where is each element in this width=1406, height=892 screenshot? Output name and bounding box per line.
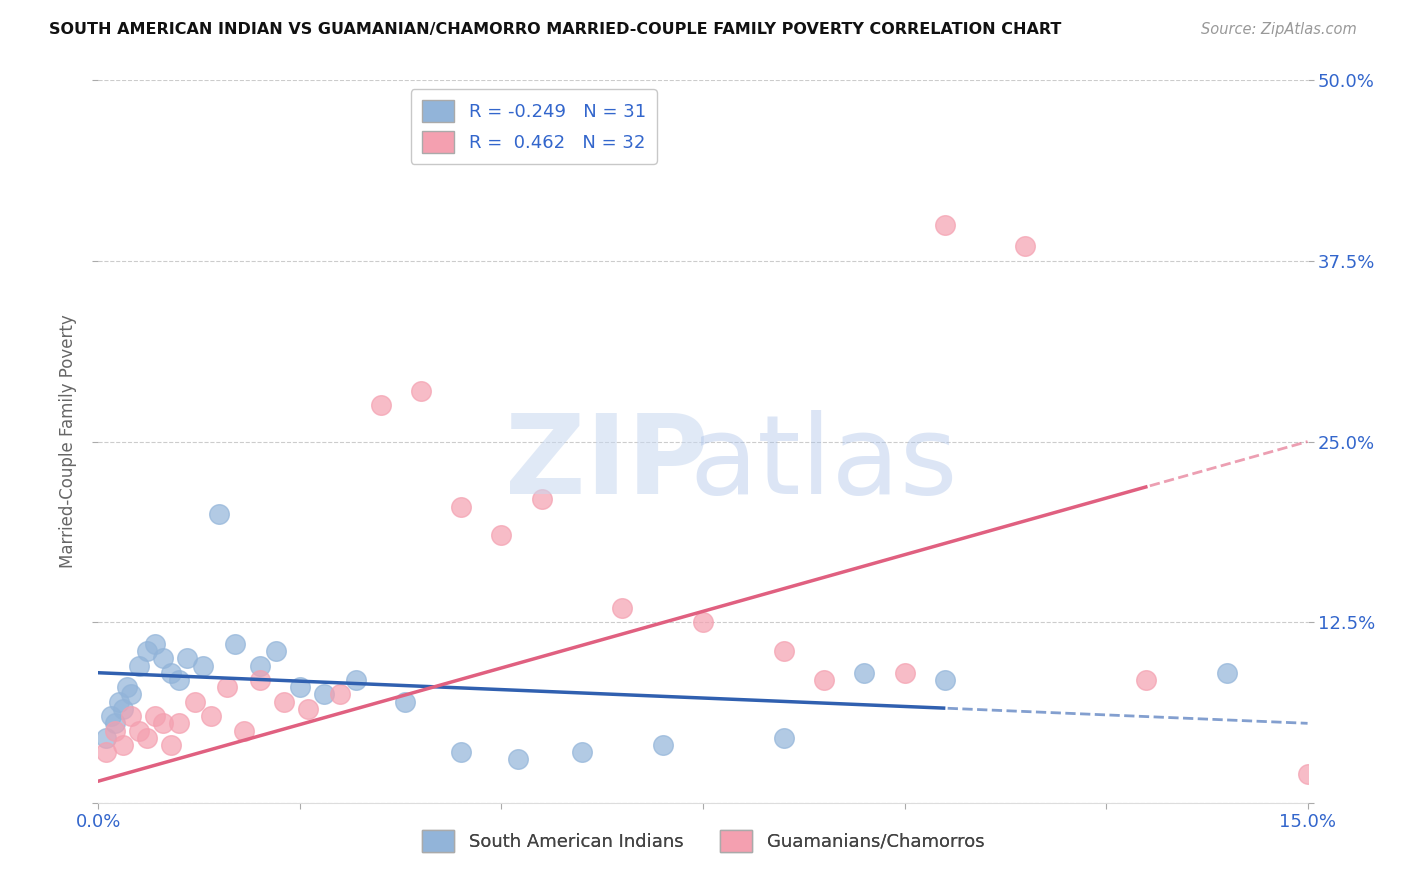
Point: [329, 687, 352, 701]
Point: [297, 702, 319, 716]
Point: [853, 665, 876, 680]
Point: [692, 615, 714, 630]
Point: [232, 723, 254, 738]
Point: [152, 716, 174, 731]
Text: Source: ZipAtlas.com: Source: ZipAtlas.com: [1201, 22, 1357, 37]
Point: [1135, 673, 1157, 687]
Point: [135, 644, 157, 658]
Text: ZIP: ZIP: [505, 409, 709, 516]
Point: [160, 738, 183, 752]
Point: [128, 658, 150, 673]
Point: [96, 731, 118, 745]
Point: [184, 695, 207, 709]
Legend: South American Indians, Guamanians/Chamorros: South American Indians, Guamanians/Chamo…: [415, 822, 991, 859]
Point: [1296, 767, 1319, 781]
Point: [115, 680, 138, 694]
Point: [530, 492, 553, 507]
Point: [167, 673, 190, 687]
Point: [100, 709, 122, 723]
Point: [772, 644, 794, 658]
Point: [217, 680, 239, 694]
Point: [111, 738, 134, 752]
Point: [893, 665, 915, 680]
Point: [934, 673, 956, 687]
Point: [120, 687, 142, 701]
Point: [370, 398, 392, 412]
Point: [409, 384, 432, 398]
Y-axis label: Married-Couple Family Poverty: Married-Couple Family Poverty: [59, 315, 77, 568]
Point: [273, 695, 295, 709]
Text: atlas: atlas: [690, 409, 957, 516]
Point: [167, 716, 190, 731]
Point: [111, 702, 134, 716]
Point: [160, 665, 183, 680]
Point: [491, 528, 513, 542]
Point: [96, 745, 118, 759]
Point: [288, 680, 311, 694]
Point: [143, 637, 166, 651]
Text: SOUTH AMERICAN INDIAN VS GUAMANIAN/CHAMORRO MARRIED-COUPLE FAMILY POVERTY CORREL: SOUTH AMERICAN INDIAN VS GUAMANIAN/CHAMO…: [49, 22, 1062, 37]
Point: [120, 709, 142, 723]
Point: [314, 687, 336, 701]
Point: [103, 716, 125, 731]
Point: [249, 658, 271, 673]
Point: [450, 500, 472, 514]
Point: [1014, 239, 1036, 253]
Point: [208, 507, 231, 521]
Point: [193, 658, 215, 673]
Point: [249, 673, 271, 687]
Point: [152, 651, 174, 665]
Point: [1216, 665, 1239, 680]
Point: [934, 218, 956, 232]
Point: [200, 709, 222, 723]
Point: [506, 752, 529, 766]
Point: [813, 673, 835, 687]
Point: [176, 651, 198, 665]
Point: [450, 745, 472, 759]
Point: [344, 673, 367, 687]
Point: [651, 738, 673, 752]
Point: [264, 644, 287, 658]
Point: [772, 731, 794, 745]
Point: [612, 600, 634, 615]
Point: [394, 695, 416, 709]
Point: [107, 695, 129, 709]
Point: [135, 731, 157, 745]
Point: [224, 637, 246, 651]
Point: [128, 723, 150, 738]
Point: [143, 709, 166, 723]
Point: [103, 723, 125, 738]
Point: [571, 745, 593, 759]
